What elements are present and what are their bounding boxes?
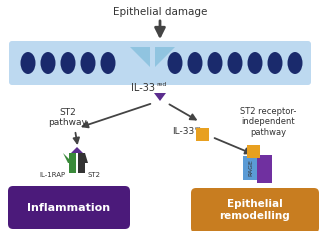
Ellipse shape <box>41 52 55 74</box>
Ellipse shape <box>228 52 243 74</box>
Bar <box>69 153 76 173</box>
Text: Epithelial damage: Epithelial damage <box>113 7 207 17</box>
Polygon shape <box>130 47 150 67</box>
Ellipse shape <box>167 52 182 74</box>
Polygon shape <box>83 153 88 163</box>
Ellipse shape <box>287 52 302 74</box>
Text: IL-1RAP: IL-1RAP <box>39 172 65 178</box>
Ellipse shape <box>60 52 76 74</box>
Text: IL-33: IL-33 <box>172 128 194 137</box>
Ellipse shape <box>81 52 95 74</box>
Ellipse shape <box>268 52 283 74</box>
Polygon shape <box>154 93 166 101</box>
Polygon shape <box>63 153 73 163</box>
Text: IL-33: IL-33 <box>131 83 155 93</box>
Ellipse shape <box>247 52 262 74</box>
Text: red: red <box>156 82 166 88</box>
Polygon shape <box>78 153 85 163</box>
Polygon shape <box>71 147 83 153</box>
Text: ST2
pathway: ST2 pathway <box>49 108 87 128</box>
Text: ST2: ST2 <box>88 172 101 178</box>
Text: Inflammation: Inflammation <box>28 203 111 213</box>
Ellipse shape <box>188 52 203 74</box>
Text: EGFR: EGFR <box>262 160 267 178</box>
Polygon shape <box>71 153 76 163</box>
FancyBboxPatch shape <box>191 188 319 231</box>
Text: RAGE: RAGE <box>248 160 253 176</box>
Text: ox: ox <box>195 127 202 131</box>
Text: Epithelial
remodelling: Epithelial remodelling <box>220 199 290 221</box>
FancyBboxPatch shape <box>196 128 209 141</box>
FancyBboxPatch shape <box>247 145 260 158</box>
Bar <box>78 153 85 173</box>
FancyBboxPatch shape <box>9 41 311 85</box>
FancyBboxPatch shape <box>243 156 258 180</box>
Ellipse shape <box>20 52 36 74</box>
Polygon shape <box>155 47 175 67</box>
Ellipse shape <box>207 52 222 74</box>
Ellipse shape <box>100 52 116 74</box>
FancyBboxPatch shape <box>8 186 130 229</box>
Text: ST2 receptor-
independent
pathway: ST2 receptor- independent pathway <box>240 107 296 137</box>
FancyBboxPatch shape <box>257 155 272 183</box>
